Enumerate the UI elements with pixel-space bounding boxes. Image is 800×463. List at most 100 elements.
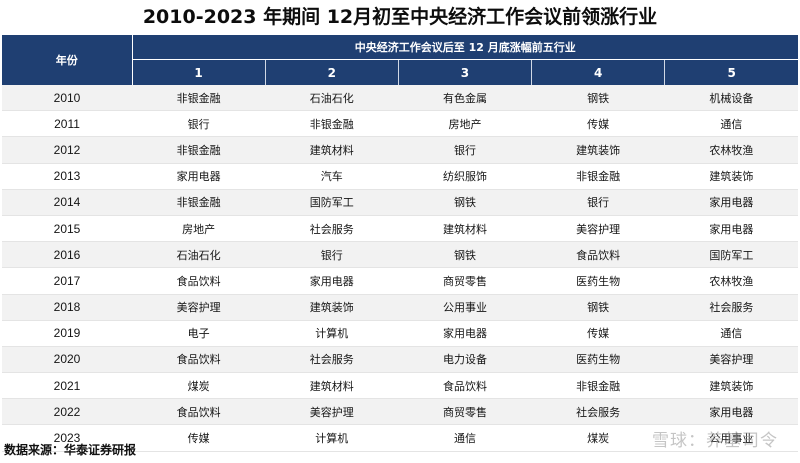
rank-header-5: 5 — [664, 59, 798, 85]
watermark: 雪球：养基司令 — [652, 431, 778, 451]
industry-cell: 煤炭 — [531, 424, 665, 452]
group-header: 中央经济工作会议后至 12 月底涨幅前五行业 — [132, 35, 798, 60]
year-cell: 2021 — [2, 372, 132, 400]
table-row: 2019 电子 计算机 家用电器 传媒 通信 — [2, 320, 798, 347]
industry-cell: 食品饮料 — [132, 267, 266, 295]
industry-cell: 建筑材料 — [265, 372, 399, 400]
industry-cell: 社会服务 — [664, 294, 798, 321]
table-row: 2022 食品饮料 美容护理 商贸零售 社会服务 家用电器 — [2, 398, 798, 426]
industry-cell: 非银金融 — [531, 372, 665, 400]
industry-cell: 食品饮料 — [531, 241, 665, 269]
industry-cell: 建筑装饰 — [664, 163, 798, 190]
table-row: 2016 石油石化 银行 钢铁 食品饮料 国防军工 — [2, 241, 798, 269]
industry-cell: 建筑装饰 — [531, 136, 665, 164]
industry-cell: 计算机 — [265, 424, 399, 452]
industry-cell: 非银金融 — [132, 85, 266, 112]
year-cell: 2015 — [2, 215, 132, 243]
industry-cell: 美容护理 — [531, 215, 665, 243]
industry-cell: 房地产 — [132, 215, 266, 243]
year-cell: 2013 — [2, 163, 132, 190]
year-cell: 2012 — [2, 136, 132, 164]
industry-cell: 钢铁 — [398, 189, 532, 216]
industry-cell: 传媒 — [132, 424, 266, 452]
industry-cell: 家用电器 — [265, 267, 399, 295]
table-row: 2020 食品饮料 社会服务 电力设备 医药生物 美容护理 — [2, 346, 798, 374]
table-row: 2012 非银金融 建筑材料 银行 建筑装饰 农林牧渔 — [2, 136, 798, 164]
year-cell: 2019 — [2, 320, 132, 347]
industry-cell: 社会服务 — [531, 398, 665, 426]
table-row: 2013 家用电器 汽车 纺织服饰 非银金融 建筑装饰 — [2, 163, 798, 190]
year-cell: 2011 — [2, 110, 132, 138]
table-body: 2010 非银金融 石油石化 有色金属 钢铁 机械设备 2011 银行 非银金融 房地产 传媒 通信 2… — [2, 85, 798, 452]
industry-cell: 建筑装饰 — [664, 372, 798, 400]
industry-cell: 钢铁 — [398, 241, 532, 269]
rank-header-2: 2 — [264, 59, 399, 85]
industry-cell: 社会服务 — [265, 346, 399, 374]
industry-cell: 通信 — [664, 320, 798, 347]
industry-cell: 银行 — [398, 136, 532, 164]
industry-cell: 非银金融 — [132, 136, 266, 164]
industry-cell: 非银金融 — [132, 189, 266, 216]
industry-cell: 石油石化 — [265, 85, 399, 112]
rank-header-3: 3 — [397, 59, 532, 85]
industry-cell: 家用电器 — [664, 398, 798, 426]
industry-cell: 商贸零售 — [398, 267, 532, 295]
industry-cell: 美容护理 — [265, 398, 399, 426]
industry-cell: 电子 — [132, 320, 266, 347]
industry-cell: 公用事业 — [398, 294, 532, 321]
industry-cell: 石油石化 — [132, 241, 266, 269]
industry-cell: 农林牧渔 — [664, 136, 798, 164]
industry-cell: 非银金融 — [531, 163, 665, 190]
industry-cell: 家用电器 — [398, 320, 532, 347]
table-row: 2010 非银金融 石油石化 有色金属 钢铁 机械设备 — [2, 85, 798, 112]
year-cell: 2022 — [2, 398, 132, 426]
industry-cell: 银行 — [132, 110, 266, 138]
industry-cell: 商贸零售 — [398, 398, 532, 426]
year-column-header: 年份 — [2, 35, 133, 85]
industry-cell: 食品饮料 — [132, 346, 266, 374]
rank-header-1: 1 — [132, 59, 266, 85]
industry-cell: 通信 — [664, 110, 798, 138]
table-row: 2011 银行 非银金融 房地产 传媒 通信 — [2, 110, 798, 138]
year-cell: 2014 — [2, 189, 132, 216]
industry-cell: 钢铁 — [531, 294, 665, 321]
industry-cell: 电力设备 — [398, 346, 532, 374]
industry-cell: 食品饮料 — [132, 398, 266, 426]
industry-cell: 建筑装饰 — [265, 294, 399, 321]
rank-header-4: 4 — [531, 59, 665, 85]
table-row: 2023 传媒 计算机 通信 煤炭 公用事业 — [2, 424, 798, 452]
industry-cell: 传媒 — [531, 320, 665, 347]
industry-cell: 计算机 — [265, 320, 399, 347]
industry-cell: 纺织服饰 — [398, 163, 532, 190]
industry-cell: 医药生物 — [531, 346, 665, 374]
year-cell: 2018 — [2, 294, 132, 321]
industry-cell: 美容护理 — [664, 346, 798, 374]
industry-cell: 家用电器 — [664, 189, 798, 216]
industry-cell: 国防军工 — [664, 241, 798, 269]
industry-cell: 机械设备 — [664, 85, 798, 112]
year-cell: 2010 — [2, 85, 132, 112]
page-title: 2010-2023 年期间 12月初至中央经济工作会议前领涨行业 — [142, 6, 658, 28]
industry-cell: 房地产 — [398, 110, 532, 138]
industry-cell: 汽车 — [265, 163, 399, 190]
year-cell: 2023 — [2, 424, 132, 452]
industry-cell: 建筑材料 — [398, 215, 532, 243]
table-row: 2021 煤炭 建筑材料 食品饮料 非银金融 建筑装饰 — [2, 372, 798, 400]
industry-cell: 公用事业 — [664, 424, 798, 452]
industry-cell: 传媒 — [531, 110, 665, 138]
industry-cell: 有色金属 — [398, 85, 532, 112]
industry-cell: 银行 — [265, 241, 399, 269]
industry-cell: 社会服务 — [265, 215, 399, 243]
year-cell: 2016 — [2, 241, 132, 269]
industry-cell: 煤炭 — [132, 372, 266, 400]
industry-cell: 家用电器 — [132, 163, 266, 190]
industry-cell: 家用电器 — [664, 215, 798, 243]
industry-cell: 医药生物 — [531, 267, 665, 295]
industry-cell: 通信 — [398, 424, 532, 452]
industry-cell: 建筑材料 — [265, 136, 399, 164]
data-source-note: 数据来源：华泰证券研报 — [4, 443, 137, 457]
table-row: 2018 美容护理 建筑装饰 公用事业 钢铁 社会服务 — [2, 294, 798, 321]
table-row: 2017 食品饮料 家用电器 商贸零售 医药生物 农林牧渔 — [2, 267, 798, 295]
